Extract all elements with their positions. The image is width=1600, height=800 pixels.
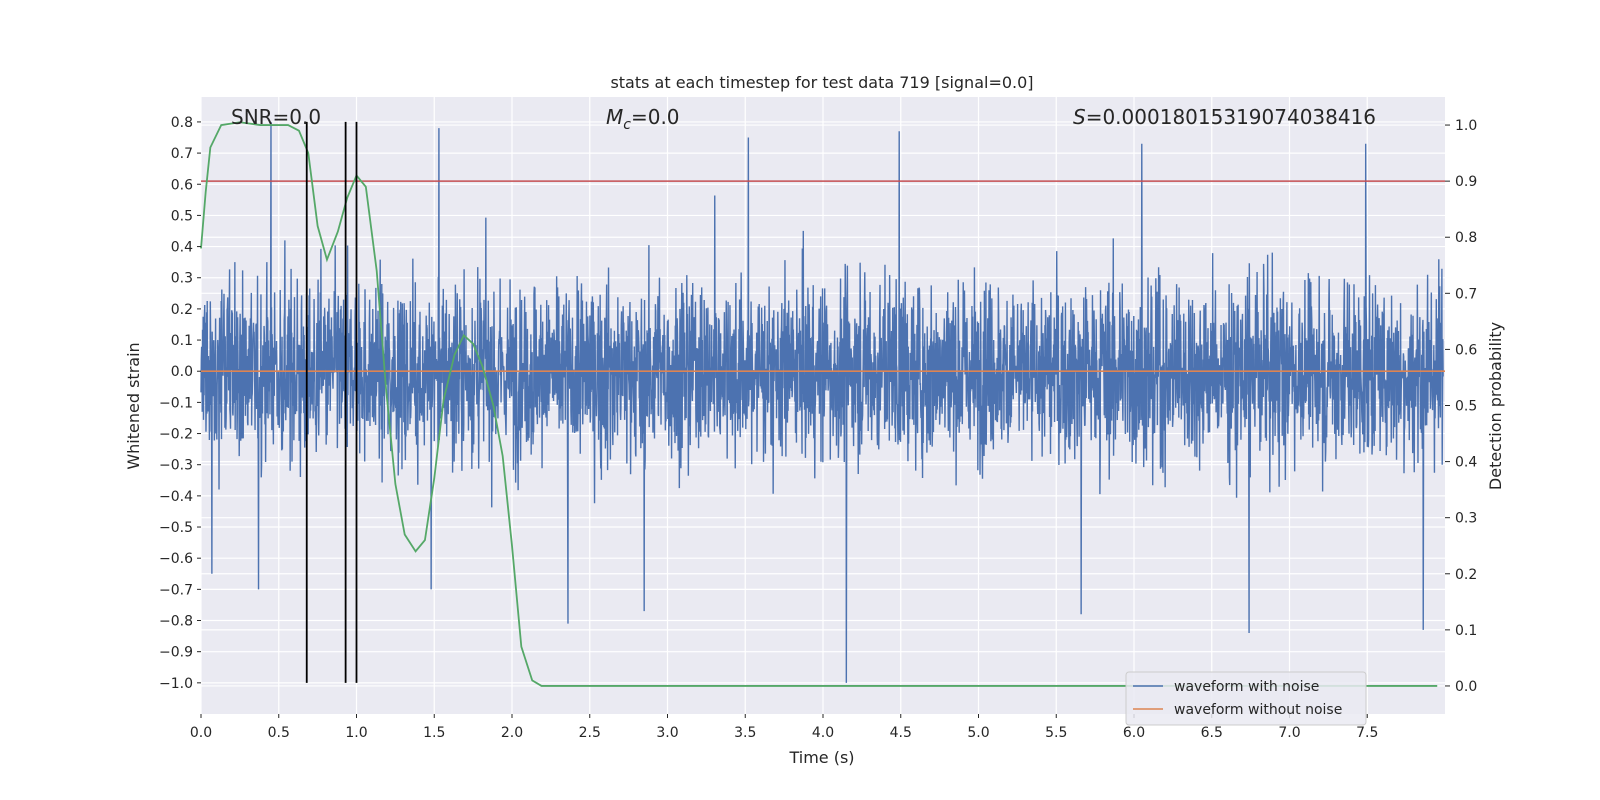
y-tick-label: 0.3	[171, 271, 193, 287]
x-tick-label: 0.0	[190, 725, 212, 741]
x-tick-label: 7.5	[1356, 725, 1378, 741]
probability-line	[200, 121, 1438, 687]
y-tick-label: −1.0	[159, 676, 193, 692]
s-statistic-value: =0.00018015319074038416	[1086, 105, 1376, 129]
x-tick-label: 5.5	[1045, 725, 1067, 741]
y-tick-label: −0.3	[159, 458, 193, 474]
legend: waveform with noise waveform without noi…	[1125, 671, 1367, 726]
y-axis-label-left: Whitened strain	[124, 342, 143, 469]
series-waveform-with-noise	[200, 121, 1444, 683]
snr-annotation: SNR=0.0	[231, 105, 321, 129]
chirp-mass-symbol: M	[606, 105, 623, 129]
y-tick-label: −0.1	[159, 395, 193, 411]
legend-label-clean: waveform without noise	[1174, 702, 1342, 718]
right-y-tick-label: 0.1	[1455, 623, 1477, 639]
x-axis-ticks: 0.0 0.5 1.0 1.5 2.0 2.5 3.0 3.5 4.0 4.5 5.0 5.5 6.0 6…	[190, 714, 1378, 741]
y-tick-label: −0.5	[159, 520, 193, 536]
y-tick-label: 0.5	[171, 208, 193, 224]
x-tick-label: 2.5	[579, 725, 601, 741]
legend-label-noise: waveform with noise	[1174, 679, 1319, 695]
chirp-mass-annotation: Mc=0.0	[606, 105, 680, 133]
chirp-mass-subscript: c	[623, 117, 631, 133]
s-statistic-symbol: S	[1073, 105, 1086, 129]
x-tick-label: 1.5	[423, 725, 445, 741]
x-tick-label: 4.0	[812, 725, 834, 741]
x-axis-label: Time (s)	[788, 748, 854, 767]
right-y-tick-label: 0.5	[1455, 399, 1477, 415]
right-y-tick-label: 0.0	[1455, 679, 1477, 695]
legend-box	[1125, 671, 1367, 726]
y-tick-label: −0.6	[159, 551, 193, 567]
right-y-tick-label: 1.0	[1455, 118, 1477, 134]
noise-line	[200, 121, 1444, 683]
y-axis-label-right: Detection probability	[1486, 322, 1505, 490]
y-tick-label: −0.8	[159, 614, 193, 630]
y-tick-label: −0.7	[159, 582, 193, 598]
y-tick-label: 0.8	[171, 115, 193, 131]
right-y-tick-label: 0.6	[1455, 342, 1477, 358]
x-tick-label: 6.0	[1123, 725, 1145, 741]
y-tick-label: −0.4	[159, 489, 193, 505]
left-y-axis-ticks: 0.8 0.7 0.6 0.5 0.4 0.3 0.2 0.1 0.0 −0.1 −0.2 −0.3 −…	[159, 115, 201, 692]
y-tick-label: 0.2	[171, 302, 193, 318]
x-tick-label: 3.5	[734, 725, 756, 741]
series-detection-probability	[200, 121, 1438, 687]
x-tick-label: 7.0	[1278, 725, 1300, 741]
x-tick-label: 2.0	[501, 725, 523, 741]
x-tick-label: 1.0	[345, 725, 367, 741]
s-statistic-annotation: S=0.00018015319074038416	[1073, 105, 1376, 129]
y-tick-label: −0.9	[159, 645, 193, 661]
y-tick-label: 0.6	[171, 177, 193, 193]
y-tick-label: −0.2	[159, 427, 193, 443]
right-y-axis-ticks: 1.0 0.9 0.8 0.7 0.6 0.5 0.4 0.3 0.2 0.1 0.0	[1445, 118, 1477, 695]
x-tick-label: 5.0	[967, 725, 989, 741]
x-tick-label: 6.5	[1201, 725, 1223, 741]
x-tick-label: 4.5	[890, 725, 912, 741]
y-tick-label: 0.0	[171, 364, 193, 380]
y-tick-label: 0.1	[171, 333, 193, 349]
right-y-tick-label: 0.3	[1455, 511, 1477, 527]
right-y-tick-label: 0.9	[1455, 174, 1477, 190]
y-tick-label: 0.7	[171, 146, 193, 162]
chirp-mass-value: =0.0	[631, 105, 680, 129]
x-tick-label: 3.0	[656, 725, 678, 741]
right-y-tick-label: 0.4	[1455, 455, 1477, 471]
right-y-tick-label: 0.7	[1455, 286, 1477, 302]
event-markers	[305, 121, 358, 683]
chart-title: stats at each timestep for test data 719…	[610, 73, 1033, 92]
x-tick-label: 0.5	[268, 725, 290, 741]
right-y-tick-label: 0.2	[1455, 567, 1477, 583]
y-tick-label: 0.4	[171, 240, 193, 256]
right-y-tick-label: 0.8	[1455, 230, 1477, 246]
